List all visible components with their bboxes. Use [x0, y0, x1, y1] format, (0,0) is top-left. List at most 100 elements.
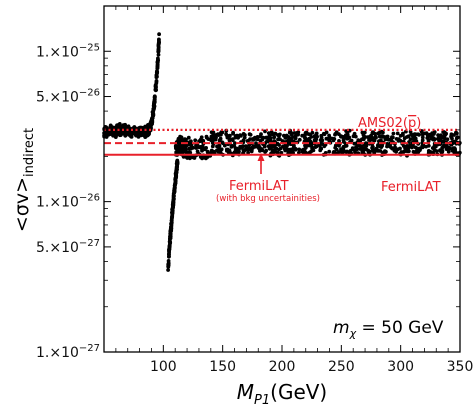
data-point	[237, 149, 241, 154]
data-point	[217, 144, 221, 149]
data-point	[169, 227, 174, 231]
data-point	[155, 60, 160, 64]
data-point	[441, 135, 446, 140]
data-point	[448, 146, 453, 151]
data-point	[194, 146, 199, 150]
data-point	[198, 137, 203, 142]
data-point	[432, 130, 437, 134]
data-point	[247, 132, 252, 137]
data-point	[173, 176, 178, 181]
data-point	[105, 131, 110, 136]
data-point	[367, 149, 372, 154]
data-point	[216, 133, 221, 137]
data-point	[167, 254, 171, 259]
data-point	[341, 147, 346, 152]
data-point	[179, 135, 184, 140]
data-point	[289, 132, 294, 137]
data-point	[438, 148, 442, 153]
data-point	[362, 147, 366, 152]
data-point	[176, 150, 181, 155]
x-tick-label: 300	[387, 359, 414, 375]
data-point	[258, 139, 263, 143]
data-point	[281, 144, 285, 149]
y-axis-title: <σv>indirect	[11, 128, 37, 232]
data-point	[171, 203, 176, 207]
data-point	[270, 143, 274, 148]
data-point	[452, 133, 456, 137]
data-point	[123, 130, 128, 134]
data-point	[170, 214, 175, 219]
data-point	[297, 150, 301, 155]
x-tick-label: 200	[269, 359, 296, 375]
data-point	[235, 133, 240, 138]
data-point	[445, 137, 450, 142]
data-point	[327, 135, 332, 140]
data-point	[418, 146, 422, 151]
data-point	[333, 132, 337, 137]
data-point	[308, 132, 313, 137]
fermi-label: FermiLAT	[381, 180, 441, 195]
data-point	[406, 134, 411, 139]
data-point	[263, 129, 267, 134]
data-point	[332, 150, 337, 155]
data-point	[385, 142, 390, 146]
data-point	[295, 131, 299, 135]
data-point	[319, 133, 324, 138]
data-point	[247, 146, 252, 151]
data-point	[337, 143, 341, 148]
data-point	[361, 132, 366, 137]
y-tick-label: 5.×10−26	[36, 88, 100, 106]
data-point	[155, 66, 160, 70]
data-point	[227, 138, 232, 143]
data-point	[114, 126, 118, 131]
data-point	[289, 148, 294, 153]
data-point	[241, 132, 246, 136]
data-point	[420, 135, 425, 140]
data-point	[189, 143, 193, 148]
data-point	[284, 133, 289, 138]
data-point	[374, 146, 379, 151]
data-point	[322, 132, 327, 137]
data-point	[412, 137, 416, 142]
data-point	[344, 143, 349, 148]
data-point	[443, 130, 447, 135]
data-point	[170, 206, 175, 211]
data-point	[113, 134, 118, 139]
data-point	[297, 147, 302, 152]
y-tick-label: 1.×10−27	[36, 343, 100, 361]
data-point	[279, 150, 284, 155]
data-point	[373, 134, 378, 139]
data-point	[312, 138, 317, 143]
data-point	[181, 155, 186, 159]
data-point	[370, 136, 375, 140]
fermi-bkg-title: FermiLAT	[229, 179, 289, 194]
data-point	[174, 169, 179, 174]
data-point	[396, 139, 401, 143]
data-point	[184, 144, 189, 148]
data-point	[285, 144, 289, 148]
data-point	[300, 133, 305, 138]
data-point	[186, 135, 191, 140]
data-point	[367, 136, 372, 141]
data-point	[371, 130, 375, 135]
data-point	[426, 149, 431, 153]
data-point	[347, 135, 352, 140]
data-point	[420, 138, 425, 143]
data-point	[262, 144, 267, 149]
data-point	[198, 155, 203, 159]
fermi-bkg-subtitle: (with bkg uncertainities)	[216, 194, 320, 204]
data-point	[254, 141, 258, 146]
data-point	[431, 137, 435, 142]
pbar-symbol: p	[408, 116, 416, 131]
data-point	[232, 144, 237, 148]
data-point	[357, 143, 362, 148]
data-point	[209, 138, 214, 143]
data-point	[370, 145, 375, 150]
data-point	[187, 146, 192, 151]
data-point	[172, 189, 177, 194]
y-tick-labels: 1.×10−27 5.×10−27 1.×10−26 5.×10−26 1.×1…	[36, 42, 100, 361]
data-point	[449, 134, 453, 139]
data-point	[334, 147, 339, 152]
data-point	[286, 148, 291, 153]
